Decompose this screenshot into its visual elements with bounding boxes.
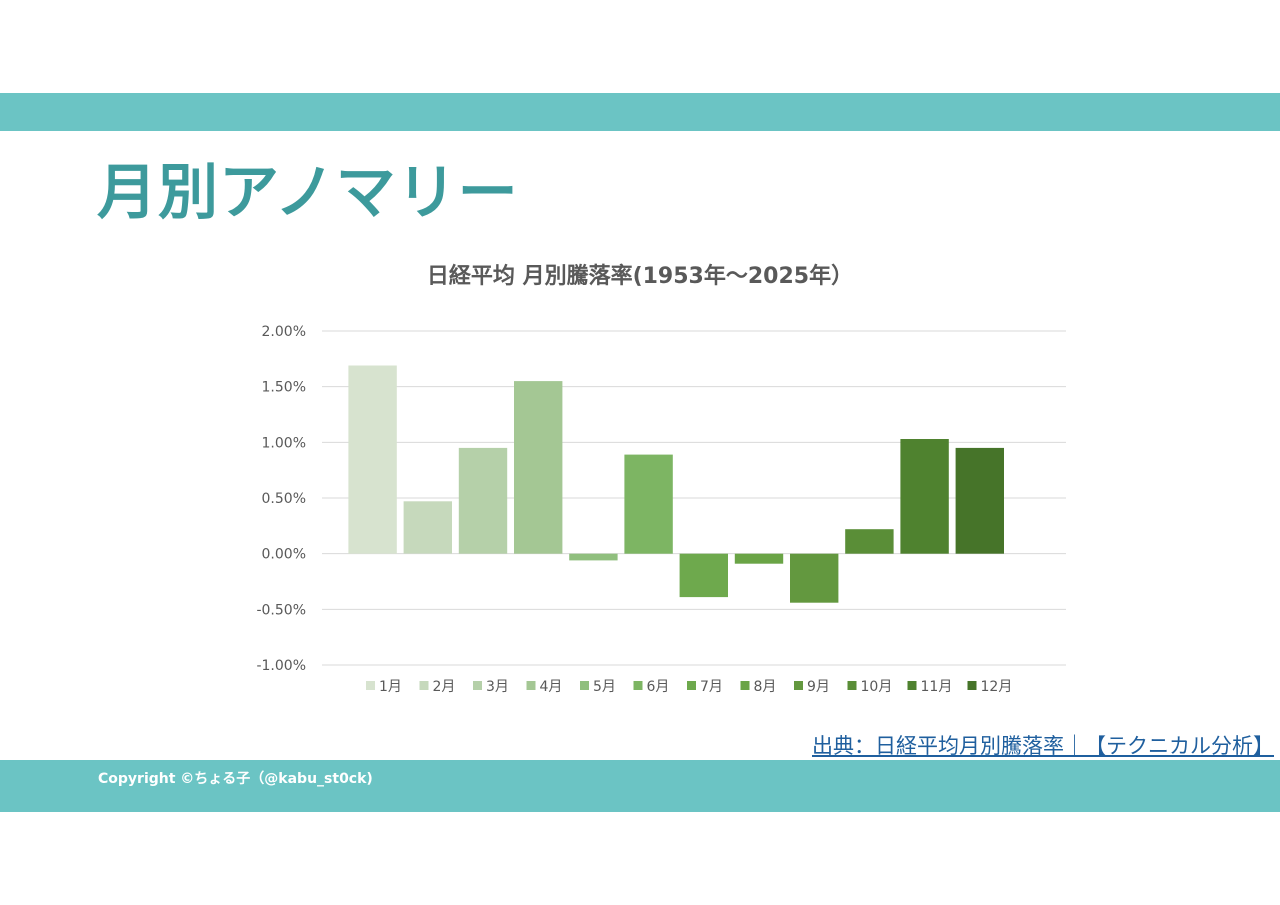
y-tick-label: 2.00%: [262, 324, 306, 340]
bar-7月: [679, 553, 728, 598]
y-tick-label: 1.50%: [262, 380, 306, 396]
y-tick-label: 1.00%: [262, 435, 306, 451]
legend-label: 1月: [379, 679, 402, 695]
bar-1月: [348, 365, 397, 554]
legend-label: 8月: [754, 679, 777, 695]
bar-12月: [955, 447, 1004, 554]
legend-label: 10月: [861, 679, 893, 695]
legend-label: 11月: [921, 679, 953, 695]
legend-label: 5月: [593, 679, 616, 695]
legend-swatch: [633, 681, 643, 690]
legend-swatch: [580, 681, 589, 690]
source-link[interactable]: 出典：日経平均月別騰落率｜【テクニカル分析】: [812, 734, 1274, 758]
y-tick-label: 0.50%: [262, 491, 306, 507]
legend-label: 4月: [540, 679, 563, 695]
top-band: [0, 93, 1280, 131]
legend-label: 12月: [981, 679, 1013, 695]
bar-9月: [790, 553, 839, 603]
bars: [348, 365, 1004, 603]
legend-swatch: [366, 681, 375, 690]
legend-swatch: [794, 681, 803, 690]
legend-swatch: [967, 681, 977, 690]
bar-3月: [458, 447, 508, 554]
y-tick-label: -1.00%: [256, 658, 306, 674]
bar-4月: [514, 381, 563, 554]
grid-lines: [322, 330, 1066, 666]
bar-11月: [900, 439, 949, 554]
bar-6月: [624, 454, 673, 554]
legend-label: 7月: [700, 679, 723, 695]
legend: 1月 2月 3月 4月 5月 6月 7月 8月 9月 10月 11月 12月: [366, 679, 1012, 695]
bar-5月: [569, 553, 618, 561]
bar-chart: 2.00% 1.50% 1.00% 0.50% 0.00% -0.50% -1.00% 1月…: [256, 324, 1066, 695]
bar-10月: [845, 529, 894, 554]
legend-label: 6月: [647, 679, 670, 695]
bottom-band: [0, 760, 1280, 812]
bar-2月: [403, 501, 452, 554]
legend-swatch: [526, 681, 536, 690]
legend-label: 2月: [433, 679, 456, 695]
legend-swatch: [419, 681, 429, 690]
legend-swatch: [907, 681, 917, 690]
chart-title: 日経平均 月別騰落率(1953年～2025年）: [426, 264, 854, 289]
bar-8月: [734, 553, 784, 564]
legend-swatch: [740, 681, 750, 690]
legend-swatch: [473, 681, 482, 690]
legend-label: 3月: [486, 679, 509, 695]
page-title: 月別アノマリー: [97, 158, 519, 228]
y-axis-ticks: 2.00% 1.50% 1.00% 0.50% 0.00% -0.50% -1.00%: [256, 324, 306, 674]
y-tick-label: -0.50%: [256, 602, 306, 618]
legend-swatch: [847, 681, 857, 690]
legend-swatch: [687, 681, 696, 690]
y-tick-label: 0.00%: [262, 547, 306, 563]
copyright-text: Copyright ©ちょる子（@kabu_st0ck): [98, 771, 373, 787]
legend-label: 9月: [807, 679, 830, 695]
